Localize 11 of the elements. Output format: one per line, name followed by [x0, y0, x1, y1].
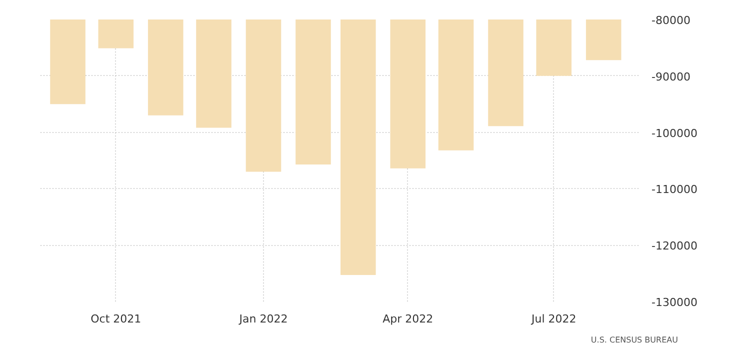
x-tick-label: Jul 2022 — [530, 312, 576, 326]
y-tick-label: -90000 — [652, 70, 690, 84]
y-tick-label: -120000 — [652, 240, 698, 253]
text: U.S. CENSUS BUREAU — [590, 336, 678, 344]
x-tick-label: Apr 2022 — [382, 312, 434, 326]
y-tick-label: -100000 — [652, 126, 698, 140]
x-tick-label: Jan 2022 — [238, 312, 288, 326]
y-tick-label: -80000 — [652, 14, 690, 27]
y-tick-label: -130000 — [652, 296, 698, 309]
x-tick-label: Oct 2021 — [90, 312, 142, 326]
y-tick-label: -110000 — [652, 183, 698, 196]
